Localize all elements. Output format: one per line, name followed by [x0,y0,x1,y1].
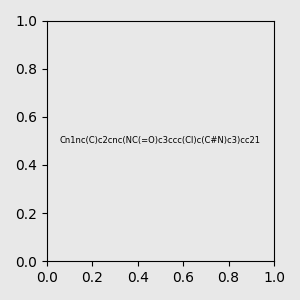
Text: Cn1nc(C)c2cnc(NC(=O)c3ccc(Cl)c(C#N)c3)cc21: Cn1nc(C)c2cnc(NC(=O)c3ccc(Cl)c(C#N)c3)cc… [60,136,261,146]
